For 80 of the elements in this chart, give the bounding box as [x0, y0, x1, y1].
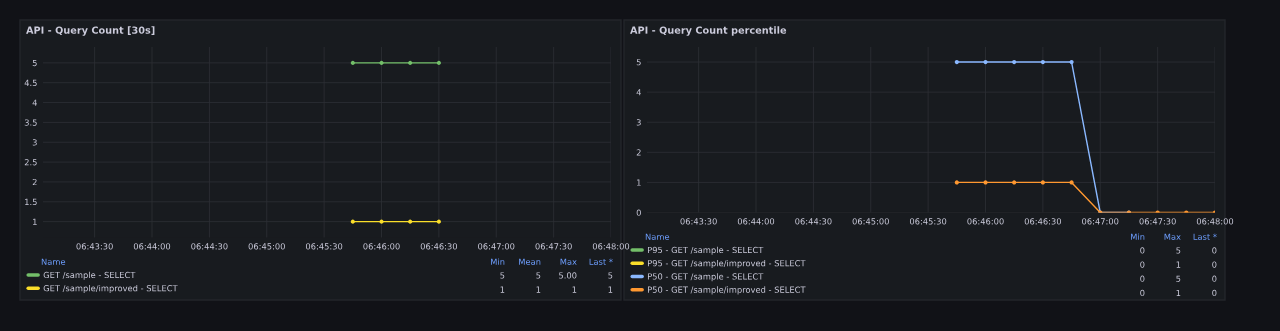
- x-tick-label: 06:48:00: [592, 243, 630, 250]
- point: [954, 180, 959, 185]
- y-tick-label: 3: [32, 139, 37, 146]
- y-tick-label: 5: [636, 59, 641, 66]
- text: 5: [536, 272, 541, 279]
- text: Last *: [589, 258, 613, 265]
- y-tick-label: 2: [32, 178, 37, 186]
- x-tick-label: 06:47:30: [1139, 218, 1176, 225]
- point: [1040, 59, 1045, 65]
- y-tick-label: 0: [636, 209, 641, 216]
- x-tick-label: 06:47:00: [478, 243, 515, 250]
- y-tick-label: 3: [636, 119, 641, 126]
- legend-label: P95 - GET /sample - SELECT: [647, 246, 764, 255]
- text: Last *: [1193, 233, 1217, 240]
- y-tick-label: 5: [32, 59, 37, 67]
- x-tick-label: 06:45:00: [248, 243, 285, 250]
- text: 0: [1140, 261, 1145, 268]
- text: Min: [491, 258, 505, 265]
- y-tick-label: 1.5: [25, 198, 37, 206]
- x-tick-label: 06:46:00: [363, 243, 400, 250]
- x-tick-label: 06:44:00: [737, 218, 775, 225]
- text: Mean: [519, 258, 541, 265]
- text: 0: [1212, 247, 1217, 254]
- point: [1040, 180, 1045, 185]
- text: 5: [608, 272, 613, 279]
- text: 0: [1212, 275, 1217, 282]
- text: 1: [536, 286, 541, 293]
- text: Name: [645, 233, 670, 240]
- x-tick-label: 06:43:30: [76, 243, 113, 250]
- legend-label: P95 - GET /sample/improved - SELECT: [647, 259, 806, 268]
- x-tick-label: 06:47:00: [1082, 218, 1119, 225]
- text: 0: [1212, 261, 1217, 268]
- y-tick-label: 2: [636, 149, 641, 156]
- y-tick-label: 3.5: [24, 119, 37, 126]
- text: Min: [1131, 233, 1145, 240]
- point: [954, 59, 959, 65]
- point: [1012, 180, 1017, 185]
- point: [1069, 59, 1074, 65]
- text: Max: [560, 258, 577, 265]
- point: [1012, 59, 1017, 65]
- text: 0: [1140, 275, 1145, 282]
- x-tick-label: 06:46:00: [967, 218, 1004, 225]
- y-tick-label: 2.5: [24, 159, 37, 166]
- text: 5: [500, 272, 505, 279]
- point: [983, 59, 988, 65]
- text: 1: [1176, 289, 1181, 296]
- text: 1: [1176, 261, 1181, 268]
- text: 1: [500, 286, 505, 293]
- legend-label: P50 - GET /sample - SELECT: [647, 273, 764, 282]
- x-tick-label: 06:44:30: [795, 218, 832, 225]
- x-tick-label: 06:48:00: [1196, 218, 1234, 225]
- x-tick-label: 06:46:30: [1024, 218, 1062, 225]
- x-tick-label: 06:46:30: [420, 243, 458, 250]
- legend-label: GET /sample - SELECT: [43, 271, 136, 280]
- chart-title: API - Query Count percentile: [630, 26, 787, 36]
- text: 0: [1140, 247, 1145, 254]
- legend-label: P50 - GET /sample/improved - SELECT: [647, 286, 806, 295]
- text: 5: [1176, 247, 1181, 254]
- x-tick-label: 06:45:00: [852, 218, 889, 225]
- text: 5.00: [559, 272, 577, 279]
- x-tick-label: 06:44:00: [133, 243, 171, 250]
- x-tick-label: 06:45:30: [305, 243, 343, 250]
- text: 5: [1176, 275, 1181, 282]
- y-tick-label: 1: [637, 179, 641, 186]
- text: 0: [1140, 289, 1145, 297]
- x-tick-label: 06:45:30: [909, 218, 947, 225]
- text: 1: [572, 286, 577, 293]
- y-tick-label: 1: [33, 218, 37, 225]
- x-tick-label: 06:43:30: [680, 218, 717, 225]
- x-tick-label: 06:44:30: [191, 243, 228, 250]
- y-tick-label: 4: [636, 89, 641, 96]
- text: 0: [1212, 289, 1217, 297]
- text: Max: [1164, 233, 1181, 240]
- chart-title: API - Query Count [30s]: [26, 26, 155, 36]
- legend-label: GET /sample/improved - SELECT: [43, 284, 178, 293]
- text: Name: [41, 258, 66, 265]
- y-tick-label: 4.5: [24, 79, 37, 86]
- y-tick-label: 4: [32, 99, 37, 106]
- x-tick-label: 06:47:30: [535, 243, 572, 250]
- text: 1: [608, 286, 613, 293]
